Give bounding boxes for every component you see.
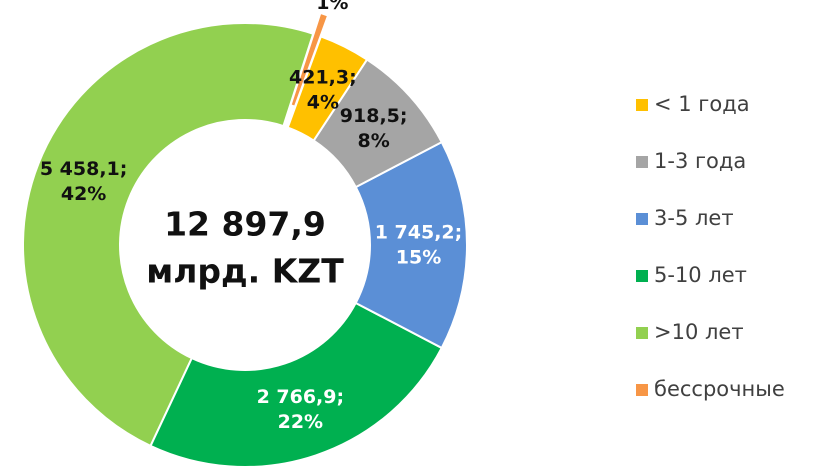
legend-swatch xyxy=(636,99,648,111)
value-label: 5 458,1; xyxy=(40,158,128,180)
slice xyxy=(354,140,468,350)
slice xyxy=(22,22,315,448)
legend-swatch xyxy=(636,327,648,339)
percent-label: 8% xyxy=(358,130,390,152)
legend-label: < 1 года xyxy=(654,92,750,116)
legend-label: 1-3 года xyxy=(654,149,746,173)
slice xyxy=(286,35,369,142)
legend-label: бессрочные xyxy=(654,377,785,401)
value-label: 1 745,2; xyxy=(375,222,463,244)
value-label: 2 766,9; xyxy=(257,386,345,408)
value-label: 918,5; xyxy=(340,105,408,127)
slice xyxy=(312,58,444,189)
percent-label: 22% xyxy=(278,411,323,433)
total-label: 12 897,9 xyxy=(164,205,326,244)
percent-label: 15% xyxy=(396,247,441,269)
legend-swatch xyxy=(636,156,648,168)
legend-label: 5-10 лет xyxy=(654,263,747,287)
legend-label: 3-5 лет xyxy=(654,206,734,230)
slice xyxy=(149,301,444,468)
legend-swatch xyxy=(636,213,648,225)
percent-label: 1% xyxy=(316,0,348,14)
legend-label: >10 лет xyxy=(654,320,744,344)
total-unit: млрд. KZT xyxy=(146,252,344,291)
value-label: 421,3; xyxy=(289,66,357,88)
percent-label: 4% xyxy=(307,91,339,113)
legend-swatch xyxy=(636,384,648,396)
legend-swatch xyxy=(636,270,648,282)
percent-label: 42% xyxy=(61,183,106,205)
